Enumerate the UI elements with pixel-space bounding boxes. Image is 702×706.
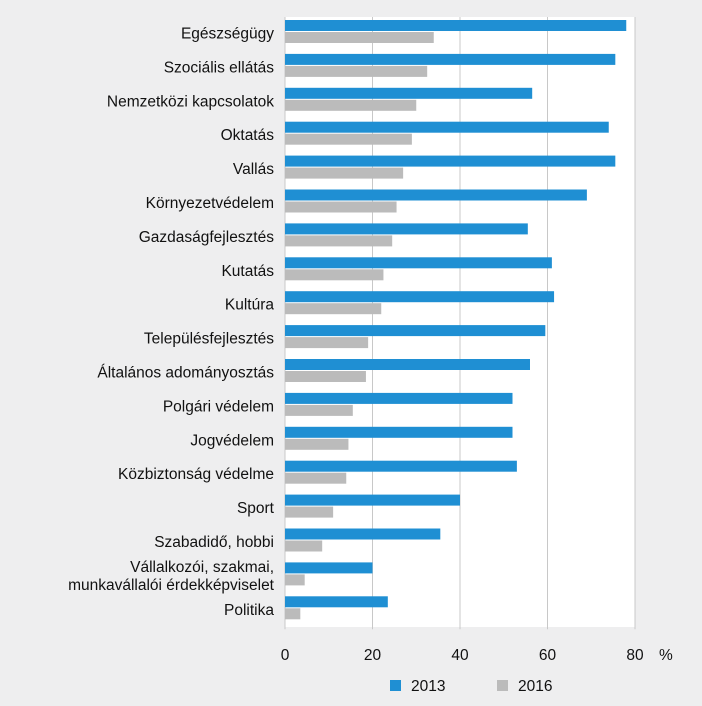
bar-2013 xyxy=(285,223,528,235)
bar-2013 xyxy=(285,460,517,472)
legend-swatch xyxy=(390,680,401,691)
category-label: Gazdaságfejlesztés xyxy=(139,229,275,246)
bar-2016 xyxy=(285,32,434,43)
category-label: Településfejlesztés xyxy=(144,331,274,348)
category-label: Kutatás xyxy=(221,263,274,280)
bar-2013 xyxy=(285,189,587,201)
legend-label: 2016 xyxy=(518,678,552,695)
bar-2016 xyxy=(285,404,353,416)
bar-2013 xyxy=(285,121,609,133)
category-label: Politika xyxy=(224,602,274,619)
category-label: Általános adományosztás xyxy=(97,364,274,381)
bar-2013 xyxy=(285,87,533,99)
category-label: Oktatás xyxy=(221,127,275,144)
category-label: Környezetvédelem xyxy=(146,195,274,212)
category-label: Közbiztonság védelme xyxy=(118,466,274,483)
bar-2013 xyxy=(285,291,555,303)
bar-2013 xyxy=(285,562,373,574)
category-label: Szabadidő, hobbi xyxy=(154,534,274,551)
bar-2013 xyxy=(285,596,388,608)
legend: 2013 2016 xyxy=(390,678,552,695)
bar-2016 xyxy=(285,608,301,620)
x-tick-label: 0 xyxy=(281,647,290,664)
bar-2016 xyxy=(285,506,334,518)
x-tick-label: 60 xyxy=(539,647,557,664)
category-label: Sport xyxy=(237,500,275,517)
bar-2013 xyxy=(285,494,460,506)
bar-2016 xyxy=(285,99,417,111)
bar-2016 xyxy=(285,65,428,77)
bar-2016 xyxy=(285,540,323,552)
gridlines xyxy=(284,17,636,630)
legend-swatch xyxy=(497,680,508,691)
bar-2013 xyxy=(285,392,513,404)
category-label: Egészségügy xyxy=(181,25,274,42)
bar-2013 xyxy=(285,325,546,337)
bar-2016 xyxy=(285,201,397,213)
bar-2016 xyxy=(285,337,369,349)
x-tick-labels: 0 20 40 60 80 xyxy=(281,647,644,664)
x-tick-label: 80 xyxy=(626,647,644,664)
bar-2013 xyxy=(285,20,627,31)
legend-label: 2013 xyxy=(411,678,445,695)
bar-2013 xyxy=(285,359,530,370)
bar-2016 xyxy=(285,269,384,281)
category-label: Vallás xyxy=(233,161,274,178)
bar-2016 xyxy=(285,133,412,145)
category-labels: Egészségügy Szociális ellátás Nemzetközi k… xyxy=(68,25,275,618)
bar-2013 xyxy=(285,426,513,438)
bars xyxy=(285,20,627,620)
category-label: munkavállalói érdekképviselet xyxy=(68,577,275,594)
bar-2016 xyxy=(285,472,347,484)
x-axis-unit: % xyxy=(659,647,673,664)
bar-2016 xyxy=(285,574,305,586)
bar-2013 xyxy=(285,53,616,65)
category-label: Szociális ellátás xyxy=(164,59,275,76)
bar-2016 xyxy=(285,167,404,179)
x-tick-label: 20 xyxy=(364,647,382,664)
bar-2013 xyxy=(285,155,616,167)
bar-2016 xyxy=(285,438,349,450)
x-tick-label: 40 xyxy=(451,647,469,664)
category-label: Polgári védelem xyxy=(163,398,274,415)
bar-2013 xyxy=(285,528,441,540)
bar-2016 xyxy=(285,371,366,382)
bar-2013 xyxy=(285,257,552,269)
category-label: Kultúra xyxy=(225,297,274,314)
bar-2016 xyxy=(285,303,382,315)
bar-2016 xyxy=(285,235,393,247)
category-label: Vállalkozói, szakmai, xyxy=(130,559,274,576)
category-label: Jogvédelem xyxy=(190,432,274,449)
category-label: Nemzetközi kapcsolatok xyxy=(107,93,274,110)
